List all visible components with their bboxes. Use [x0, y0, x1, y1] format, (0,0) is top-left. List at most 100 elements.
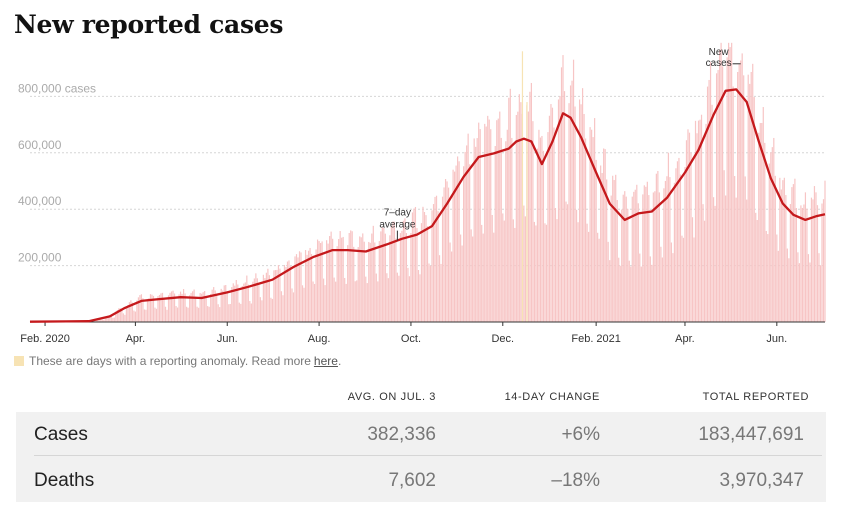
- daily-bar: [688, 132, 691, 322]
- daily-bar: [488, 119, 490, 322]
- daily-bar: [667, 152, 670, 322]
- daily-bar: [472, 236, 474, 322]
- daily-bar: [235, 279, 237, 322]
- daily-bar: [192, 291, 194, 322]
- daily-bar: [339, 231, 341, 322]
- chart-bars: [29, 42, 826, 323]
- daily-bar: [310, 253, 313, 322]
- daily-bar: [154, 307, 156, 322]
- daily-bar: [776, 234, 778, 322]
- daily-bar: [687, 129, 689, 322]
- y-tick-label: 800,000 cases: [18, 81, 96, 95]
- daily-bar: [770, 152, 772, 322]
- daily-bar: [613, 180, 615, 322]
- daily-bar: [362, 233, 364, 322]
- y-tick-label: 200,000: [18, 251, 62, 265]
- legend-text: These are days with a reporting anomaly.…: [29, 354, 311, 368]
- daily-bar: [265, 272, 267, 322]
- daily-bar: [240, 303, 242, 322]
- daily-bar: [438, 255, 441, 322]
- daily-bar: [473, 138, 475, 322]
- daily-bar: [383, 227, 385, 322]
- daily-bar: [151, 294, 153, 322]
- daily-bar: [220, 288, 222, 322]
- daily-bar: [187, 307, 189, 322]
- daily-bar: [237, 284, 239, 322]
- daily-bar: [669, 177, 671, 322]
- daily-bar: [487, 115, 489, 322]
- daily-bar: [481, 224, 483, 322]
- daily-bar: [232, 283, 234, 322]
- daily-bar: [375, 273, 377, 322]
- daily-bar: [491, 215, 493, 322]
- daily-bar: [318, 241, 320, 322]
- daily-bar: [648, 195, 650, 322]
- daily-bar: [219, 307, 221, 322]
- daily-bar: [378, 241, 380, 322]
- daily-bar: [335, 281, 337, 322]
- daily-bar: [758, 132, 760, 322]
- daily-bar: [691, 217, 694, 322]
- daily-bar: [401, 230, 403, 322]
- daily-bar: [586, 223, 588, 322]
- daily-bar: [560, 67, 563, 322]
- daily-bar: [365, 276, 367, 322]
- daily-bar: [621, 209, 623, 322]
- daily-bar: [155, 308, 158, 322]
- daily-bar: [761, 122, 763, 322]
- daily-bar: [604, 149, 606, 322]
- daily-bar: [499, 111, 501, 322]
- annotation-cases-label: New: [709, 47, 730, 58]
- daily-bar: [812, 199, 814, 322]
- seven-day-average-line: [29, 88, 826, 323]
- daily-bar: [347, 245, 349, 322]
- daily-bar: [255, 273, 257, 322]
- daily-bar: [160, 293, 162, 322]
- daily-bar: [622, 194, 624, 322]
- daily-bar: [637, 203, 639, 322]
- read-more-link[interactable]: here: [313, 354, 338, 368]
- daily-bar: [824, 180, 826, 322]
- daily-bar: [821, 203, 823, 322]
- daily-bar: [530, 82, 532, 322]
- daily-bar: [532, 121, 534, 322]
- daily-bar: [413, 208, 415, 322]
- daily-bar: [184, 293, 186, 322]
- daily-bar: [630, 266, 632, 322]
- daily-bar: [485, 126, 487, 322]
- daily-bar: [615, 174, 617, 322]
- daily-bar: [175, 306, 177, 322]
- daily-bar: [506, 129, 508, 322]
- daily-bar: [684, 167, 686, 322]
- deaths-change: –18%: [551, 470, 600, 491]
- daily-bar: [740, 60, 742, 322]
- daily-bar: [172, 290, 174, 322]
- daily-bar: [110, 314, 112, 322]
- cases-change: +6%: [561, 424, 600, 445]
- daily-bar: [607, 241, 609, 322]
- daily-bar: [243, 283, 245, 322]
- daily-bar: [113, 317, 115, 322]
- daily-bar: [493, 232, 495, 322]
- daily-bar: [663, 188, 665, 322]
- x-tick-label: Jun.: [766, 333, 787, 345]
- daily-bar: [234, 285, 236, 322]
- daily-bar: [282, 295, 284, 322]
- cases-chart: Feb. 2020 Apr. Jun. Aug. Oct. Dec. Feb. 2021 Ap…: [18, 42, 826, 345]
- daily-bar: [304, 250, 307, 322]
- daily-bar: [771, 147, 773, 322]
- daily-bar: [286, 261, 289, 322]
- daily-bar: [765, 230, 767, 322]
- daily-bar: [460, 234, 462, 322]
- daily-bar: [575, 209, 578, 322]
- daily-bar: [476, 138, 478, 322]
- daily-bar: [280, 291, 283, 322]
- y-tick-label: 400,000: [18, 194, 62, 208]
- daily-bar: [131, 302, 133, 322]
- daily-bar: [441, 196, 444, 322]
- daily-bar: [116, 309, 118, 322]
- daily-bar: [142, 298, 144, 322]
- daily-bar: [735, 197, 737, 322]
- daily-bar: [694, 120, 697, 323]
- daily-bar: [634, 189, 636, 322]
